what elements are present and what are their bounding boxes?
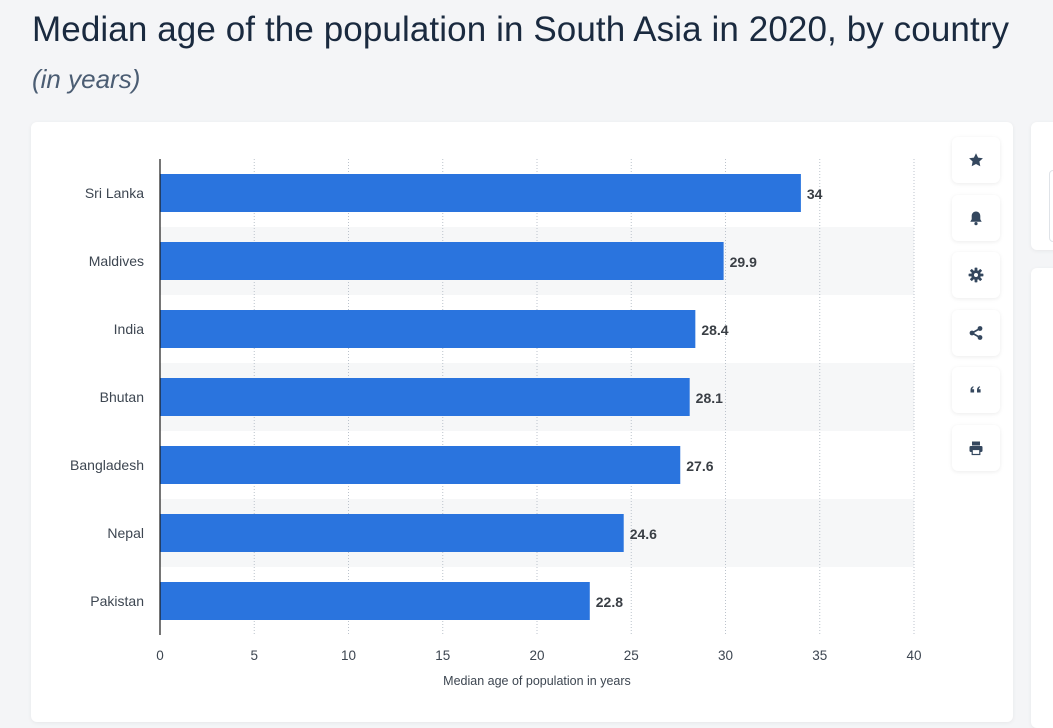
value-label: 28.1	[696, 390, 723, 406]
bar	[160, 174, 801, 212]
settings-button[interactable]	[952, 252, 1000, 298]
bar	[160, 310, 696, 348]
x-tick-label: 25	[624, 648, 639, 663]
x-tick-label: 30	[718, 648, 733, 663]
category-label: Bangladesh	[70, 457, 144, 473]
category-label: Nepal	[107, 525, 144, 541]
share-button[interactable]	[952, 309, 1000, 356]
value-label: 22.8	[596, 594, 623, 610]
bar	[160, 446, 681, 484]
page-subtitle: (in years)	[32, 64, 141, 94]
x-tick-label: 10	[341, 648, 356, 663]
chart-card: Sri Lanka 34 Maldives 29.9 India 28.4 Bhutan 28…	[31, 122, 1013, 722]
x-tick-label: 40	[906, 648, 921, 663]
cite-button[interactable]	[952, 367, 1000, 413]
quote-icon	[970, 386, 981, 393]
category-label: Pakistan	[90, 593, 144, 609]
notification-button[interactable]	[952, 194, 1000, 241]
share-icon	[969, 325, 983, 340]
value-label: 29.9	[730, 254, 757, 270]
side-panel-widget	[1049, 170, 1053, 242]
bar	[160, 514, 624, 552]
page-title: Median age of the population in South As…	[32, 10, 1010, 49]
bar	[160, 582, 590, 620]
value-label: 24.6	[630, 526, 657, 542]
print-icon	[969, 441, 983, 455]
gear-icon	[968, 267, 984, 283]
value-label: 28.4	[701, 322, 728, 338]
favorite-button[interactable]	[952, 137, 1000, 183]
print-button[interactable]	[952, 424, 1000, 471]
chart-toolbar	[952, 137, 1000, 482]
category-label: Maldives	[89, 253, 144, 269]
value-label: 27.6	[686, 458, 713, 474]
x-tick-label: 0	[156, 648, 164, 663]
side-panel-top	[1031, 122, 1053, 250]
bar	[160, 242, 724, 280]
x-tick-label: 5	[250, 648, 258, 663]
side-panel-bottom	[1031, 268, 1053, 728]
category-label: India	[114, 321, 145, 337]
bell-icon	[970, 211, 982, 225]
category-label: Bhutan	[100, 389, 144, 405]
category-label: Sri Lanka	[85, 185, 144, 201]
value-label: 34	[807, 186, 823, 202]
x-tick-label: 15	[435, 648, 450, 663]
star-icon	[969, 153, 983, 167]
x-tick-label: 35	[812, 648, 827, 663]
bar	[160, 378, 690, 416]
x-axis-title: Median age of population in years	[443, 674, 631, 688]
bar-chart: Sri Lanka 34 Maldives 29.9 India 28.4 Bhutan 28…	[70, 159, 922, 688]
x-tick-label: 20	[529, 648, 544, 663]
